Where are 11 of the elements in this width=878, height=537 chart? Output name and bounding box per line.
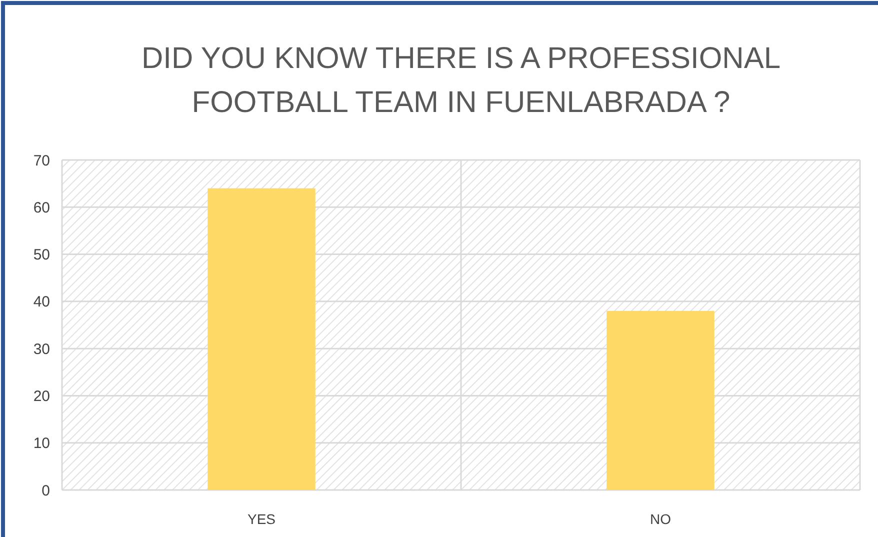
chart-title: DID YOU KNOW THERE IS A PROFESSIONAL FOOTBALL TEAM IN FUENLABRADA ? bbox=[141, 42, 781, 119]
y-tick-label: 60 bbox=[33, 199, 50, 216]
y-tick-label: 40 bbox=[33, 294, 50, 311]
y-tick-label: 0 bbox=[42, 482, 50, 500]
x-tick-label: NO bbox=[650, 511, 672, 527]
x-tick-label: YES bbox=[247, 511, 276, 527]
y-tick-label: 30 bbox=[33, 340, 50, 358]
y-tick-label: 50 bbox=[33, 246, 50, 264]
y-tick-label: 10 bbox=[33, 435, 50, 452]
y-tick-label: 70 bbox=[33, 152, 50, 170]
y-tick-label: 20 bbox=[33, 388, 50, 405]
